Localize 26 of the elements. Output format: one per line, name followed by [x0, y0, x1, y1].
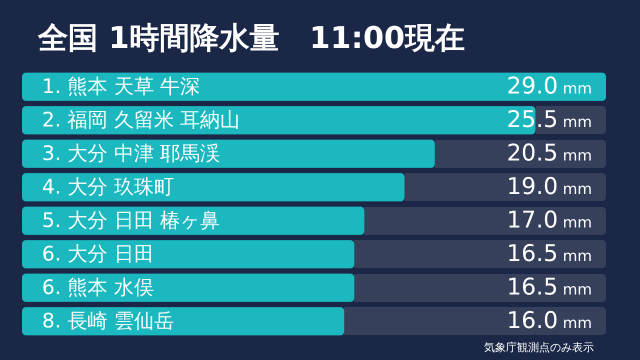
annotation: mm	[562, 180, 592, 198]
annotation: mm	[562, 247, 592, 266]
y-tick-label: 4. 大分 玖珠町	[42, 174, 174, 198]
y-tick-label: 5. 大分 日田 椿ヶ鼻	[42, 208, 220, 232]
data-label: 16.5	[506, 241, 558, 268]
y-tick-label: 6. 熊本 水俣	[42, 274, 154, 299]
data-label: 20.5	[506, 140, 558, 167]
y-tick-label: 1. 熊本 天草 牛深	[42, 74, 200, 98]
y-tick-label: 3. 大分 中津 耶馬渓	[42, 140, 220, 165]
data-label: 19.0	[506, 174, 558, 200]
chart-title: 全国 1時間降水量 11:00現在	[38, 20, 465, 58]
annotation: mm	[562, 80, 592, 98]
y-tick-label: 2. 福岡 久留米 耳納山	[42, 107, 240, 132]
bar	[22, 72, 606, 101]
data-label: 16.0	[506, 308, 558, 334]
data-label: 29.0	[506, 74, 558, 100]
annotation: mm	[562, 314, 592, 332]
annotation: mm	[562, 280, 592, 299]
annotation: mm	[562, 146, 592, 165]
annotation: mm	[562, 214, 592, 232]
y-tick-label: 8. 長崎 雲仙岳	[42, 308, 174, 332]
data-label: 17.0	[506, 208, 558, 234]
annotation: mm	[562, 113, 592, 132]
y-tick-label: 6. 大分 日田	[42, 241, 154, 266]
data-label: 16.5	[506, 274, 558, 301]
text: 気象庁観測点のみ表示	[484, 340, 594, 355]
